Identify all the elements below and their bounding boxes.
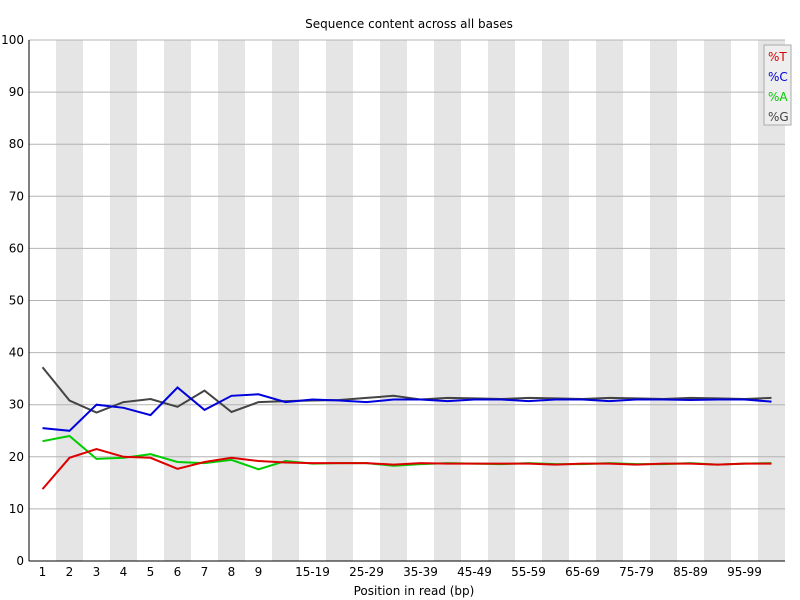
- x-tick-labels: 1 2 3 4 5 6 7 8 9 15-19 25-29 35-39 45-49 55-59 65-69 7…: [39, 565, 762, 579]
- legend-box: [763, 44, 792, 126]
- x-tick-35-39: 35-39: [403, 565, 438, 579]
- y-tick-70: 70: [9, 189, 24, 203]
- y-tick-20: 20: [9, 450, 24, 464]
- x-tick-15-19: 15-19: [295, 565, 330, 579]
- legend-entry-T: %T: [768, 50, 787, 64]
- x-tick-7: 7: [201, 565, 209, 579]
- series-line-C: [42, 386, 772, 432]
- x-tick-4: 4: [120, 565, 128, 579]
- x-axis-label: Position in read (bp): [354, 584, 475, 598]
- x-tick-1: 1: [39, 565, 47, 579]
- y-tick-60: 60: [9, 241, 24, 255]
- x-tick-45-49: 45-49: [457, 565, 492, 579]
- legend: %T %C %A %G: [763, 44, 792, 126]
- y-tick-40: 40: [9, 346, 24, 360]
- x-tick-95-99: 95-99: [727, 565, 762, 579]
- axes: [28, 40, 785, 562]
- y-tick-90: 90: [9, 85, 24, 99]
- series-lines: [41, 366, 772, 490]
- x-tick-85-89: 85-89: [673, 565, 708, 579]
- x-tick-65-69: 65-69: [565, 565, 600, 579]
- y-tick-labels: 0 10 20 30 40 50 60 70 80 90 100: [1, 33, 24, 568]
- x-tick-55-59: 55-59: [511, 565, 546, 579]
- chart-title: Sequence content across all bases: [305, 17, 513, 31]
- y-tick-50: 50: [9, 294, 24, 308]
- y-tick-30: 30: [9, 398, 24, 412]
- x-tick-3: 3: [93, 565, 101, 579]
- series-line-T: [41, 447, 772, 490]
- x-tick-9: 9: [255, 565, 263, 579]
- x-tick-8: 8: [228, 565, 236, 579]
- x-tick-2: 2: [66, 565, 74, 579]
- y-tick-10: 10: [9, 502, 24, 516]
- y-tick-100: 100: [1, 33, 24, 47]
- y-tick-80: 80: [9, 137, 24, 151]
- legend-entry-A: %A: [768, 90, 788, 104]
- x-tick-6: 6: [174, 565, 182, 579]
- x-tick-75-79: 75-79: [619, 565, 654, 579]
- gridlines: [29, 39, 785, 510]
- legend-entry-G: %G: [768, 110, 789, 124]
- y-tick-0: 0: [16, 554, 24, 568]
- x-tick-5: 5: [147, 565, 155, 579]
- x-tick-25-29: 25-29: [349, 565, 384, 579]
- legend-entry-C: %C: [768, 70, 788, 84]
